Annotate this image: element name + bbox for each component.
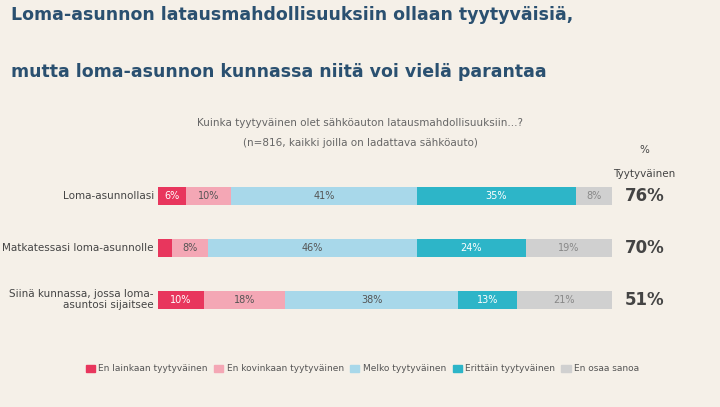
Text: 10%: 10% bbox=[171, 295, 192, 305]
Text: 70%: 70% bbox=[624, 239, 665, 257]
Text: %: % bbox=[639, 144, 649, 155]
Text: 18%: 18% bbox=[234, 295, 256, 305]
Text: Kuinka tyytyväinen olet sähköauton latausmahdollisuuksiin...?: Kuinka tyytyväinen olet sähköauton latau… bbox=[197, 118, 523, 128]
Text: 76%: 76% bbox=[624, 187, 665, 205]
Bar bbox=[158, 239, 172, 257]
Text: 13%: 13% bbox=[477, 295, 498, 305]
Bar bbox=[158, 187, 186, 205]
Text: 10%: 10% bbox=[197, 191, 219, 201]
Text: 41%: 41% bbox=[313, 191, 335, 201]
Text: 8%: 8% bbox=[183, 243, 198, 253]
Bar bbox=[458, 291, 517, 309]
Bar bbox=[517, 291, 612, 309]
Bar bbox=[204, 291, 285, 309]
Bar bbox=[526, 239, 612, 257]
Text: 19%: 19% bbox=[558, 243, 580, 253]
Bar bbox=[158, 291, 204, 309]
Bar bbox=[417, 187, 576, 205]
Text: 51%: 51% bbox=[624, 291, 665, 309]
Text: 24%: 24% bbox=[461, 243, 482, 253]
Text: Loma-asunnollasi: Loma-asunnollasi bbox=[63, 191, 154, 201]
Text: (n=816, kaikki joilla on ladattava sähköauto): (n=816, kaikki joilla on ladattava sähkö… bbox=[243, 138, 477, 149]
Bar bbox=[231, 187, 417, 205]
Text: 46%: 46% bbox=[302, 243, 323, 253]
Bar bbox=[208, 239, 417, 257]
Bar bbox=[576, 187, 612, 205]
Text: Siinä kunnassa, jossa loma-
asuntosi sijaitsee: Siinä kunnassa, jossa loma- asuntosi sij… bbox=[9, 289, 154, 311]
Text: Matkatessasi loma-asunnolle: Matkatessasi loma-asunnolle bbox=[2, 243, 154, 253]
Text: Loma-asunnon latausmahdollisuuksiin ollaan tyytyväisiä,: Loma-asunnon latausmahdollisuuksiin olla… bbox=[11, 6, 573, 24]
Text: 21%: 21% bbox=[554, 295, 575, 305]
Text: 35%: 35% bbox=[485, 191, 507, 201]
Text: mutta loma-asunnon kunnassa niitä voi vielä parantaa: mutta loma-asunnon kunnassa niitä voi vi… bbox=[11, 63, 546, 81]
Text: 38%: 38% bbox=[361, 295, 382, 305]
Text: Tyytyväinen: Tyytyväinen bbox=[613, 169, 675, 179]
Bar bbox=[172, 239, 208, 257]
Text: 8%: 8% bbox=[586, 191, 601, 201]
Text: 6%: 6% bbox=[164, 191, 179, 201]
Legend: En lainkaan tyytyväinen, En kovinkaan tyytyväinen, Melko tyytyväinen, Erittäin t: En lainkaan tyytyväinen, En kovinkaan ty… bbox=[82, 361, 643, 377]
Bar bbox=[417, 239, 526, 257]
Bar bbox=[186, 187, 231, 205]
Bar bbox=[285, 291, 458, 309]
